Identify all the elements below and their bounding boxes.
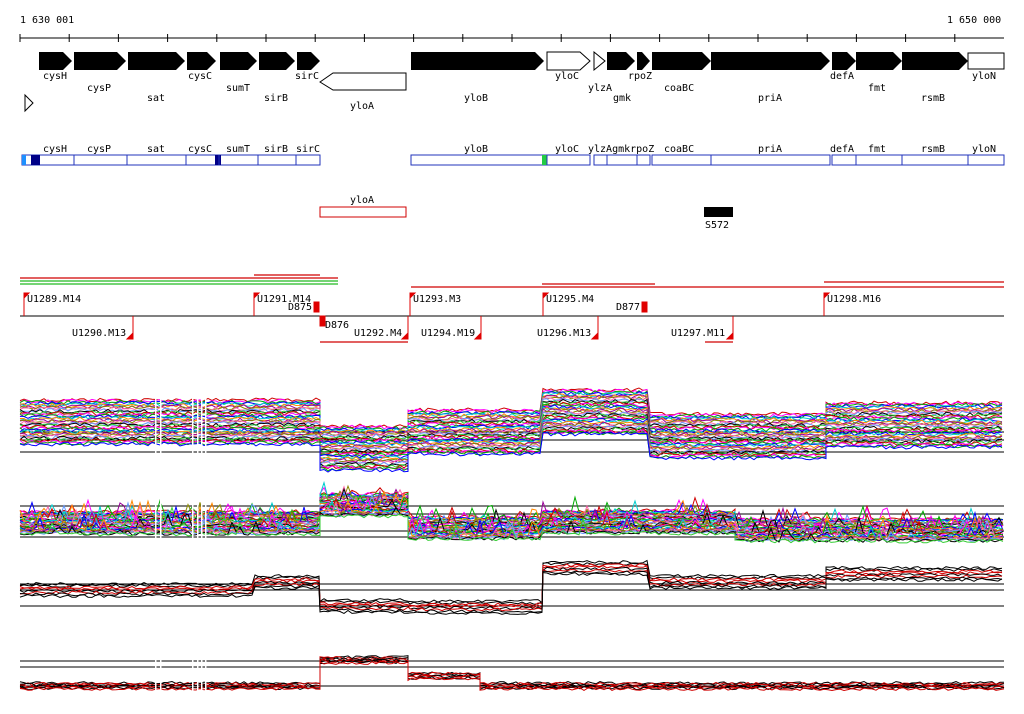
- tu-label-D877[interactable]: D877: [616, 302, 640, 313]
- gene-cysH-arrow[interactable]: [39, 52, 72, 70]
- operon-label-cysC: cysC: [188, 144, 212, 155]
- reverse-marker-icon: [24, 93, 34, 113]
- gene-defA-arrow[interactable]: [832, 52, 856, 70]
- tu-label-U1293[interactable]: U1293.M3: [413, 294, 461, 305]
- expression-panel-3: [19, 559, 1004, 615]
- gene-sat-arrow[interactable]: [128, 52, 185, 70]
- gene-yloN-box[interactable]: [967, 52, 1005, 70]
- transcription-unit-track[interactable]: U1289.M14 U1290.M13 U1291.M14 D875 D876 …: [20, 274, 1004, 343]
- gene-yloA-arrow[interactable]: [319, 72, 407, 91]
- gene-track[interactable]: cysH cysP sat cysC sumT sirB sirC yloA y…: [24, 50, 1005, 113]
- tu-label-U1289[interactable]: U1289.M14: [27, 294, 81, 305]
- gene-cysC-label: cysC: [188, 71, 212, 82]
- tu-label-U1290[interactable]: U1290.M13: [72, 328, 126, 339]
- operon-label-yloB: yloB: [464, 144, 488, 155]
- expression-panel-4: [19, 655, 1005, 693]
- expression-panel-2: [19, 480, 1004, 550]
- gene-rpoZ-label: rpoZ: [628, 71, 652, 82]
- gene-cysC-arrow[interactable]: [187, 52, 216, 70]
- gene-yloB-arrow[interactable]: [411, 52, 544, 70]
- gene-rsmB-arrow[interactable]: [902, 52, 968, 70]
- gene-priA-arrow[interactable]: [711, 52, 830, 70]
- tu-label-D876[interactable]: D876: [325, 320, 349, 331]
- gene-ylzA-arrow[interactable]: [593, 50, 606, 72]
- feature-marker-label: S572: [705, 220, 729, 231]
- expression-panel-1: [19, 387, 1004, 473]
- operon-label-rsmB: rsmB: [921, 144, 945, 155]
- operon-label-sirB: sirB: [264, 144, 288, 155]
- gene-rsmB-label: rsmB: [921, 93, 945, 104]
- tu-label-U1291[interactable]: U1291.M14: [257, 294, 311, 305]
- gene-defA-label: defA: [830, 71, 854, 82]
- gene-sirC-label: sirC: [295, 71, 319, 82]
- antisense-track[interactable]: yloA: [319, 195, 407, 218]
- operon-label-priA: priA: [758, 144, 782, 155]
- tu-label-U1296[interactable]: U1296.M13: [537, 328, 591, 339]
- operon-label-coaBC: coaBC: [664, 144, 694, 155]
- feature-marker[interactable]: S572: [704, 207, 733, 231]
- antisense-label-yloA: yloA: [350, 195, 374, 206]
- tu-label-U1292[interactable]: U1292.M4: [354, 328, 402, 339]
- gene-gmk-label: gmk: [613, 93, 631, 104]
- gene-sat-label: sat: [147, 93, 165, 104]
- gene-sirB-label: sirB: [264, 93, 288, 104]
- gene-sumT-label: sumT: [226, 83, 250, 94]
- operon-label-yloN: yloN: [972, 144, 996, 155]
- gene-fmt-label: fmt: [868, 83, 886, 94]
- gene-yloC-arrow[interactable]: [546, 51, 591, 71]
- gene-coaBC-arrow[interactable]: [652, 52, 711, 70]
- ruler-ticks: [19, 34, 956, 42]
- gene-coaBC-label: coaBC: [664, 83, 694, 94]
- gene-sumT-arrow[interactable]: [220, 52, 257, 70]
- gene-cysP-arrow[interactable]: [74, 52, 126, 70]
- operon-track[interactable]: cysH cysP sat cysC sumT sirB sirC yloB y…: [21, 144, 1005, 166]
- operon-label-fmt: fmt: [868, 144, 886, 155]
- operon-label-yloC: yloC: [555, 144, 579, 155]
- operon-label-cysH: cysH: [43, 144, 67, 155]
- gene-yloC-label: yloC: [555, 71, 579, 82]
- gene-sirC-arrow[interactable]: [297, 52, 320, 70]
- operon-label-ylzAgmkrpoZ: ylzAgmkrpoZ: [588, 144, 654, 155]
- gene-cysH-label: cysH: [43, 71, 67, 82]
- operon-label-sat: sat: [147, 144, 165, 155]
- tu-label-U1294[interactable]: U1294.M19: [421, 328, 475, 339]
- gene-sirB-arrow[interactable]: [259, 52, 295, 70]
- gene-ylzA-label: ylzA: [588, 83, 612, 94]
- operon-label-sumT: sumT: [226, 144, 250, 155]
- ruler-start-label: 1 630 001: [20, 15, 74, 26]
- ruler-end-label: 1 650 000: [947, 15, 1001, 26]
- gene-yloA-label: yloA: [350, 101, 374, 112]
- gene-cysP-label: cysP: [87, 83, 111, 94]
- tu-label-U1298[interactable]: U1298.M16: [827, 294, 881, 305]
- operon-label-defA: defA: [830, 144, 854, 155]
- coordinate-ruler: 1 630 001 1 650 000: [19, 15, 1004, 42]
- gene-yloN-label: yloN: [972, 71, 996, 82]
- gene-gmk-arrow[interactable]: [607, 52, 635, 70]
- gene-rpoZ-arrow[interactable]: [637, 52, 650, 70]
- tu-label-D875[interactable]: D875: [288, 302, 312, 313]
- tu-label-U1297[interactable]: U1297.M11: [671, 328, 725, 339]
- gene-yloB-label: yloB: [464, 93, 488, 104]
- gene-priA-label: priA: [758, 93, 782, 104]
- operon-label-sirC: sirC: [296, 144, 320, 155]
- operon-label-cysP: cysP: [87, 144, 111, 155]
- tu-label-U1295[interactable]: U1295.M4: [546, 294, 594, 305]
- gene-fmt-arrow[interactable]: [856, 52, 902, 70]
